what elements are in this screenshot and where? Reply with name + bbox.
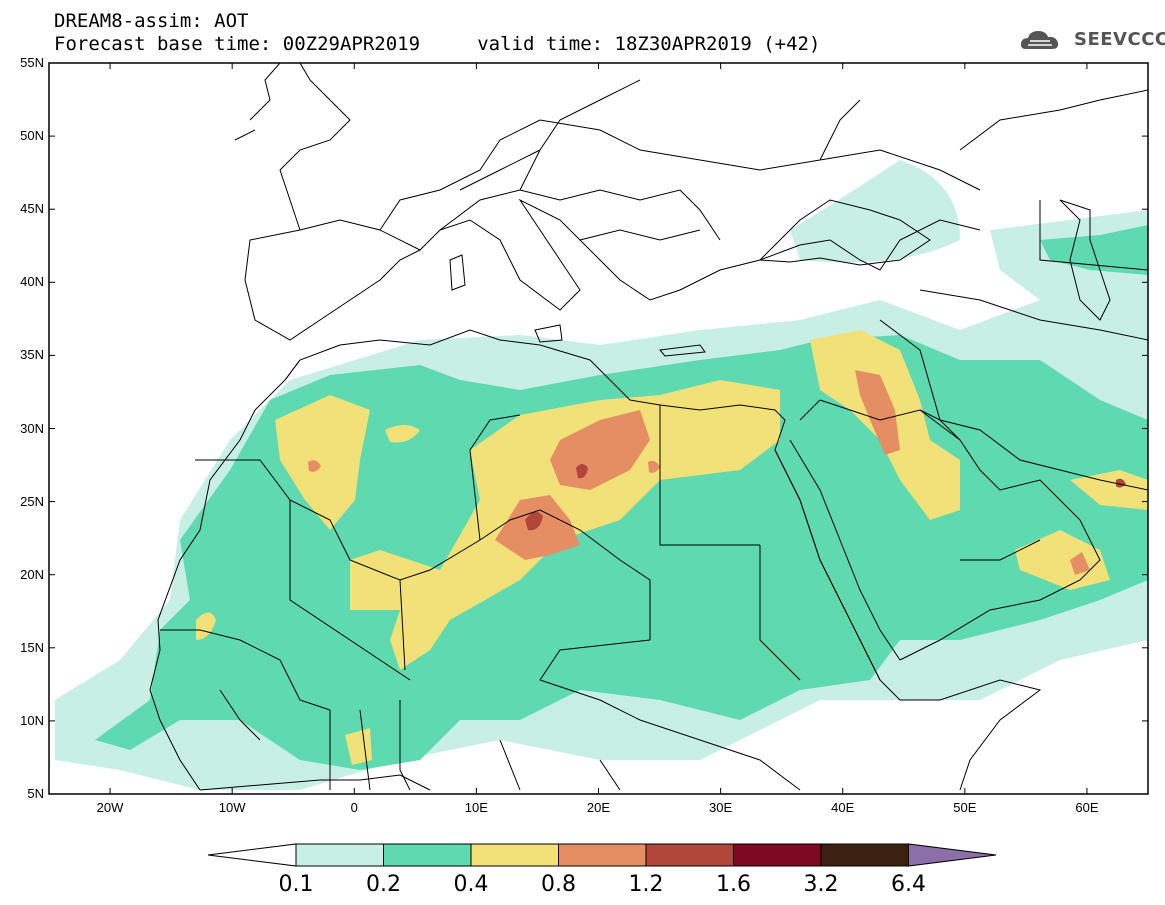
colorbar-label: 3.2 [803,872,839,897]
colorbar-label: 0.8 [541,872,576,897]
lat-tick-label: 20N [20,566,44,582]
colorbar-label: 0.2 [366,872,401,897]
lon-tick-label: 20W [96,800,124,815]
aot-band-0.8 [1070,552,1090,575]
coastlines-and-borders [149,63,1148,791]
lat-tick-label: 45N [20,201,44,217]
aot-band-0.8 [648,460,660,473]
colorbar-swatch [558,843,647,867]
iberia-coast [244,239,421,341]
gulf-of-guinea-coast [199,774,431,791]
red-sea-coast [774,439,901,681]
france-uk-coast [279,63,351,231]
lon-tick-label: 10E [464,800,488,815]
seevccc-logo: SEEVCCC [1018,25,1165,57]
lon-tick-label: 60E [1075,800,1099,815]
colorbar-label: 1.6 [716,872,751,897]
lon-tick-label: 50E [953,800,977,815]
aot-band-0.4 [385,425,420,443]
aot-field [55,160,1148,790]
lon-tick-label: 10W [218,800,246,815]
aot-band-0.8 [550,410,650,490]
aot-band-0.4 [196,612,216,640]
iran-coast [939,419,1148,491]
island-outline [534,324,563,343]
lake-victoria-area-border [499,719,801,791]
aot-band-1.2 [525,511,543,531]
island-outline [449,254,466,291]
aot-band-1.2 [576,464,588,479]
lon-tick-label: 0 [350,800,358,815]
colorbar-upper-extension [908,843,997,867]
lat-tick-label: 5N [27,786,44,801]
island-outline [659,344,706,357]
colorbar-swatch [645,843,734,867]
colorbar-lower-extension [207,843,297,867]
colorbar-label: 0.1 [278,872,314,897]
colorbar-swatch [733,843,822,867]
lat-tick-label: 40N [20,274,44,290]
lat-tick-label: 50N [20,128,44,144]
africa-coastline [149,329,1042,791]
aot-band-0.8 [855,370,900,455]
cloud-icon [1020,31,1059,49]
aot-band-0.8 [308,460,321,472]
country-border [160,629,411,791]
caspian-coast [1059,199,1111,321]
arabia-coast [899,409,1101,661]
europe-coastline [249,198,981,311]
uk-coast [234,63,281,141]
lat-tick-label: 55N [20,55,44,70]
colorbar-swatch [295,843,384,867]
lat-tick-label: 25N [20,493,44,509]
lat-tick-label: 35N [20,347,44,363]
colorbar-label: 0.4 [453,872,489,897]
map-subtitle-times: Forecast base time: 00Z29APR2019 valid t… [54,33,821,55]
aot-band-0.4 [275,395,370,530]
lat-tick-label: 10N [20,712,44,728]
map-title: DREAM8-assim: AOT [54,10,249,32]
country-border [379,79,1148,241]
lat-tick-label: 15N [20,639,44,655]
lon-tick-label: 20E [586,800,611,815]
lon-tick-label: 30E [709,800,733,815]
colorbar-label: 6.4 [891,872,926,897]
colorbar-swatch [383,843,472,867]
aot-band-0.4 [1015,530,1110,590]
aot-band-0.4 [1070,470,1148,510]
colorbar-swatch [470,843,559,867]
logo-text: SEEVCCC [1074,29,1165,50]
colorbar-label: 1.2 [628,872,664,897]
country-border [195,200,1148,721]
colorbar-swatch [820,843,909,867]
black-sea-coast [758,199,931,266]
axis-ticks [49,62,1148,795]
lon-tick-label: 40E [831,800,855,815]
lat-tick-label: 30N [20,420,44,436]
